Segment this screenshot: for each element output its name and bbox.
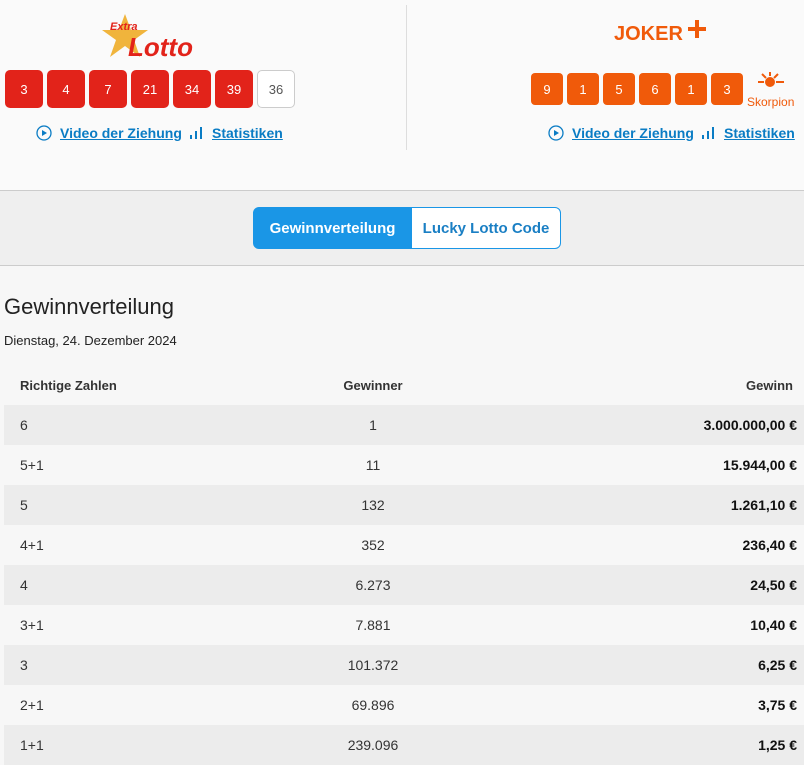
divider <box>406 5 407 150</box>
stats-link[interactable]: Statistiken <box>724 125 795 141</box>
lotto-ball: 39 <box>215 70 253 108</box>
cell: 3.000.000,00 € <box>703 417 797 433</box>
cell: 69.896 <box>351 697 395 713</box>
table-row: 4+1 352 236,40 € <box>4 525 804 565</box>
table-row: 1+1 239.096 1,25 € <box>4 725 804 765</box>
lotto-ball: 21 <box>131 70 169 108</box>
stats-icon <box>702 127 714 139</box>
joker-ball: 6 <box>639 73 671 105</box>
logo-small: Extra <box>110 21 138 33</box>
cell: 1.261,10 € <box>730 497 797 513</box>
joker-ball: 1 <box>567 73 599 105</box>
cell: 15.944,00 € <box>723 457 797 473</box>
cell: 4 <box>20 577 28 593</box>
tab[interactable]: Lucky Lotto Code <box>411 207 561 249</box>
cell: 2+1 <box>20 697 44 713</box>
cell: 239.096 <box>347 737 399 753</box>
sign-label: Skorpion <box>747 95 795 109</box>
video-link[interactable]: Video der Ziehung <box>572 125 694 141</box>
lotto-ball: 3 <box>5 70 43 108</box>
star <box>102 14 148 57</box>
header-cell: Gewinn <box>746 378 793 393</box>
plus <box>688 20 706 38</box>
play-icon <box>36 125 52 141</box>
lotto-logo: Extra Lotto <box>102 14 193 62</box>
play-icon <box>548 125 564 141</box>
joker-logo: JOKER <box>614 20 706 45</box>
cell: 1+1 <box>20 737 44 753</box>
cell: 5 <box>20 497 28 513</box>
stats-link[interactable]: Statistiken <box>212 125 283 141</box>
joker-ball: 3 <box>711 73 743 105</box>
video-link[interactable]: Video der Ziehung <box>60 125 182 141</box>
cell: 4+1 <box>20 537 44 553</box>
cell: 6 <box>20 417 28 433</box>
cell: 1,25 € <box>758 737 797 753</box>
cell: 3 <box>20 657 28 673</box>
table-row: 3+1 7.881 10,40 € <box>4 605 804 645</box>
joker-ball: 1 <box>675 73 707 105</box>
table-row: 2+1 69.896 3,75 € <box>4 685 804 725</box>
logo-text: Lotto <box>128 32 193 62</box>
stats-icon <box>190 127 202 139</box>
cell: 352 <box>361 537 385 553</box>
section-date: Dienstag, 24. Dezember 2024 <box>4 333 177 348</box>
joker-ball: 5 <box>603 73 635 105</box>
cell: 7.881 <box>355 617 391 633</box>
logo-text: JOKER <box>614 23 683 45</box>
cell: 3+1 <box>20 617 44 633</box>
lotto-ball: 34 <box>173 70 211 108</box>
header-cell: Gewinner <box>343 378 403 393</box>
table-row: 5+1 11 15.944,00 € <box>4 445 804 485</box>
cell: 6,25 € <box>758 657 797 673</box>
table-header: Richtige Zahlen Gewinner Gewinn <box>4 366 804 406</box>
cell: 101.372 <box>347 657 399 673</box>
cell: 1 <box>369 417 377 433</box>
cell: 5+1 <box>20 457 44 473</box>
lotto-ball: 7 <box>89 70 127 108</box>
cell: 11 <box>365 457 381 473</box>
tab-active[interactable]: Gewinnverteilung <box>253 207 412 249</box>
section-title: Gewinnverteilung <box>4 294 174 319</box>
lotto-ball: 4 <box>47 70 85 108</box>
table-row: 3 101.372 6,25 € <box>4 645 804 685</box>
cell: 236,40 € <box>742 537 798 553</box>
sign-icon <box>758 72 784 87</box>
table-row: 6 1 3.000.000,00 € <box>4 405 804 445</box>
cell: 3,75 € <box>758 697 797 713</box>
joker-ball: 9 <box>531 73 563 105</box>
cell: 24,50 € <box>750 577 797 593</box>
table-row: 4 6.273 24,50 € <box>4 565 804 605</box>
cell: 132 <box>361 497 385 513</box>
cell: 10,40 € <box>750 617 797 633</box>
table-row: 5 132 1.261,10 € <box>4 485 804 525</box>
header-cell: Richtige Zahlen <box>20 378 117 393</box>
bonus-ball: 36 <box>257 70 295 108</box>
cell: 6.273 <box>355 577 391 593</box>
